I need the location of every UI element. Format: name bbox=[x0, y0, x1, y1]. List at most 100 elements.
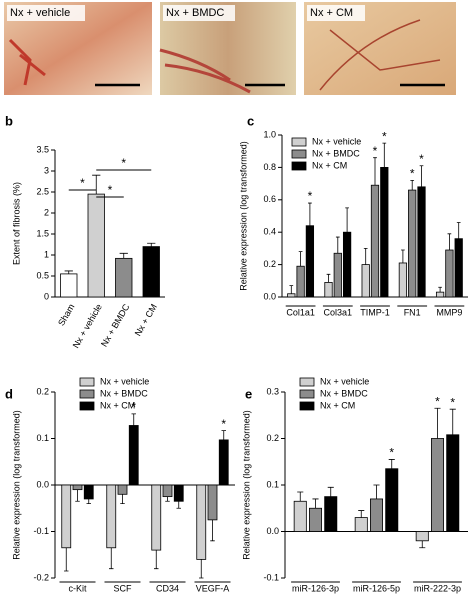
bar bbox=[72, 484, 83, 491]
x-tick-label: FN1 bbox=[404, 307, 421, 317]
bar bbox=[417, 186, 426, 298]
error-bar bbox=[449, 408, 456, 435]
x-tick-label: Col3a1 bbox=[324, 307, 353, 317]
y-tick-label: 0.0 bbox=[266, 526, 279, 536]
error-bar bbox=[64, 270, 73, 274]
panel-label: d bbox=[5, 386, 13, 401]
error-bar bbox=[75, 489, 80, 502]
x-tick-label: c-Kit bbox=[69, 583, 87, 593]
bar bbox=[128, 425, 139, 486]
y-tick-label: 0.2 bbox=[266, 433, 279, 443]
bar bbox=[324, 282, 333, 298]
significance: * bbox=[450, 395, 455, 409]
error-bar bbox=[373, 157, 377, 186]
bar bbox=[454, 238, 463, 298]
legend-swatch bbox=[299, 389, 315, 399]
y-axis-label: Relative expression (log transformed) bbox=[11, 410, 21, 560]
error-bar bbox=[345, 207, 349, 233]
y-axis-label: Relative expression (log transformed) bbox=[238, 141, 248, 291]
histology-images: Nx + vehicle Nx + BMDC Nx + CM bbox=[4, 2, 456, 95]
panel-label: c bbox=[247, 113, 254, 128]
bar bbox=[106, 484, 117, 549]
bar bbox=[445, 249, 454, 298]
error-bar bbox=[120, 494, 125, 504]
y-tick-label: 0.1 bbox=[266, 479, 279, 489]
x-tick-label: Nx + BMDC bbox=[99, 302, 132, 349]
y-tick-label: 0.0 bbox=[263, 291, 276, 301]
bar bbox=[308, 507, 322, 532]
y-tick-label: 2 bbox=[44, 207, 49, 217]
error-bar bbox=[119, 252, 128, 259]
legend-label: Nx + CM bbox=[312, 160, 347, 170]
significance: * bbox=[410, 167, 415, 181]
significance: * bbox=[435, 394, 440, 408]
error-bar bbox=[297, 491, 304, 502]
bar bbox=[287, 293, 296, 298]
legend-label: Nx + BMDC bbox=[100, 388, 148, 398]
legend-swatch bbox=[299, 401, 315, 411]
error-bar bbox=[86, 498, 91, 504]
error-bar bbox=[335, 236, 340, 254]
bar bbox=[333, 252, 342, 298]
bar bbox=[369, 498, 383, 532]
y-tick-label: 0.0 bbox=[36, 479, 49, 489]
bar bbox=[324, 496, 338, 532]
error-bar bbox=[326, 273, 331, 283]
x-tick-label: TIMP-1 bbox=[360, 307, 390, 317]
bar bbox=[398, 262, 408, 298]
y-tick-label: 0.6 bbox=[263, 194, 276, 204]
bar bbox=[293, 500, 307, 532]
x-tick-label: MMP9 bbox=[436, 307, 462, 317]
x-tick-label: Nx + CM bbox=[133, 302, 159, 338]
bar bbox=[380, 166, 389, 298]
error-bar bbox=[199, 559, 204, 579]
error-bar bbox=[147, 242, 156, 247]
error-bar bbox=[289, 285, 294, 294]
error-bar bbox=[456, 222, 461, 239]
significance: * bbox=[80, 176, 85, 190]
significance: * bbox=[131, 400, 136, 414]
error-bar bbox=[298, 251, 303, 267]
bar bbox=[446, 434, 460, 532]
x-tick-label: miR-126-5p bbox=[353, 583, 400, 593]
image-label: Nx + CM bbox=[310, 7, 353, 19]
significance: * bbox=[221, 417, 226, 431]
y-tick-label: 0.5 bbox=[36, 270, 49, 280]
bar bbox=[162, 484, 173, 498]
significance: * bbox=[308, 189, 313, 203]
error-bar bbox=[154, 550, 159, 570]
y-tick-label: 0.3 bbox=[266, 386, 279, 396]
y-tick-label: 0 bbox=[44, 291, 49, 301]
bar bbox=[354, 517, 368, 532]
error-bar bbox=[373, 484, 380, 499]
bar bbox=[61, 484, 72, 549]
error-bar bbox=[401, 249, 405, 263]
legend-label: Nx + CM bbox=[100, 400, 135, 410]
bar bbox=[342, 231, 352, 298]
bar bbox=[142, 246, 160, 298]
x-tick-label: Col1a1 bbox=[286, 307, 315, 317]
bar bbox=[117, 484, 128, 495]
bar bbox=[296, 265, 305, 298]
bar bbox=[83, 484, 94, 500]
x-tick-label: CD34 bbox=[156, 583, 179, 593]
bar bbox=[430, 438, 444, 532]
y-tick-label: 0.4 bbox=[263, 227, 276, 237]
bar bbox=[207, 484, 218, 521]
y-tick-label: -0.1 bbox=[263, 572, 279, 582]
y-axis-label: Extent of fibrosis (%) bbox=[11, 182, 21, 265]
bar bbox=[385, 468, 399, 532]
x-tick-label: SCF bbox=[114, 583, 133, 593]
panel-label: e bbox=[245, 386, 252, 401]
y-tick-label: -0.1 bbox=[33, 526, 49, 536]
error-bar bbox=[221, 430, 226, 440]
bar bbox=[218, 439, 229, 486]
error-bar bbox=[64, 547, 69, 572]
bar bbox=[196, 484, 207, 560]
bar bbox=[408, 189, 417, 298]
error-bar bbox=[419, 165, 424, 187]
error-bar bbox=[438, 286, 442, 293]
x-tick-label: Sham bbox=[56, 302, 76, 327]
panel-label: b bbox=[5, 113, 13, 128]
legend-swatch bbox=[291, 137, 307, 147]
